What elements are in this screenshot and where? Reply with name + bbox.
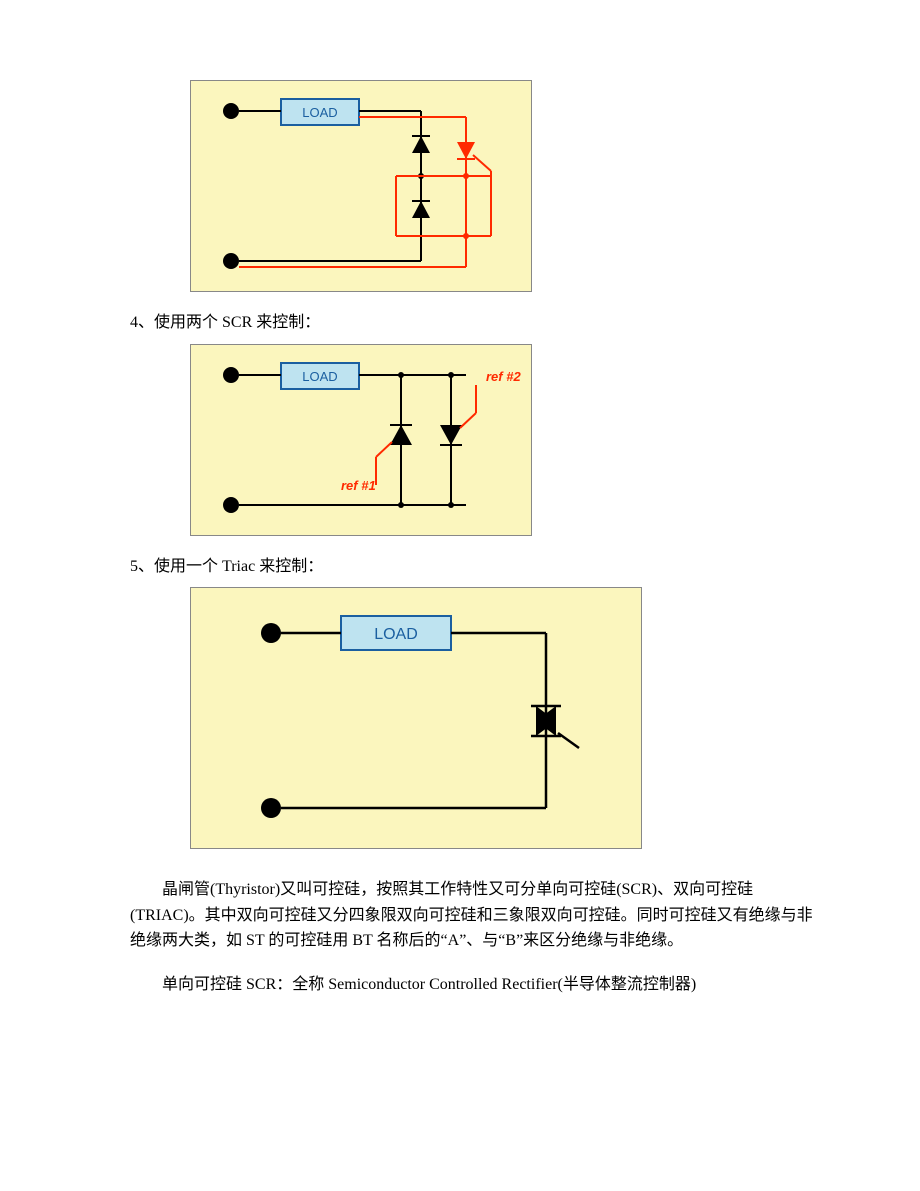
caption-4: 4、使用两个 SCR 来控制：: [130, 310, 820, 336]
paragraph-thyristor: 晶闸管(Thyristor)又叫可控硅，按照其工作特性又可分单向可控硅(SCR)…: [130, 877, 820, 954]
circuit-diagram-2: LOAD ref #2 ref #1: [190, 344, 532, 536]
svg-text:ref #2: ref #2: [486, 369, 521, 384]
svg-text:LOAD: LOAD: [374, 626, 418, 643]
paragraph-scr: 单向可控硅 SCR：全称 Semiconductor Controlled Re…: [130, 972, 820, 998]
svg-text:ref #1: ref #1: [341, 478, 376, 493]
circuit-diagram-3: LOAD: [190, 587, 642, 849]
caption-5: 5、使用一个 Triac 来控制：: [130, 554, 820, 580]
circuit-diagram-1: LOAD: [190, 80, 532, 292]
svg-text:LOAD: LOAD: [302, 369, 337, 384]
svg-text:LOAD: LOAD: [302, 105, 337, 120]
